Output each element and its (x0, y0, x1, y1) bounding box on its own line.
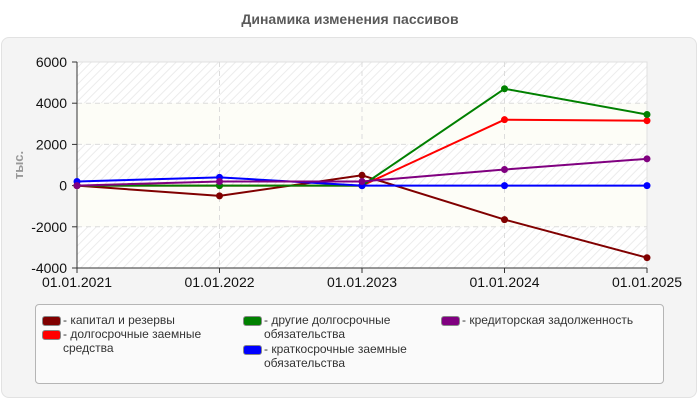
y-tick-label: 2000 (36, 136, 67, 152)
y-axis-label: тыс. (11, 151, 26, 179)
data-point[interactable] (216, 192, 223, 200)
data-point[interactable] (358, 171, 366, 179)
legend-swatch (243, 316, 262, 326)
legend-swatch (42, 316, 61, 326)
x-tick-label: 01.01.2023 (327, 274, 397, 290)
data-point[interactable] (501, 85, 508, 93)
data-point[interactable] (216, 177, 223, 185)
data-point[interactable] (501, 216, 508, 224)
y-tick-label: 4000 (36, 95, 67, 111)
series-line (73, 155, 651, 190)
x-tick-label: 01.01.2024 (469, 274, 539, 290)
axes (72, 61, 648, 273)
y-tick-label: -2000 (31, 219, 67, 235)
legend-item-capital[interactable]: - капитал и резервы (42, 313, 175, 327)
legend: - капитал и резервы - долгосрочные заемн… (35, 304, 664, 384)
chart-title: Динамика изменения пассивов (241, 11, 459, 27)
legend-label: - краткосрочные заемные обязательства (264, 342, 407, 370)
data-point[interactable] (501, 116, 508, 124)
legend-label: - другие долгосрочные обязательства (264, 313, 391, 341)
x-tick-label: 01.01.2025 (612, 274, 682, 290)
series-line (73, 173, 651, 190)
legend-swatch (42, 330, 61, 340)
legend-label: - кредиторская задолженность (462, 313, 634, 327)
data-point[interactable] (643, 117, 651, 125)
y-tick-label: 0 (59, 178, 67, 194)
series-lines (73, 85, 651, 262)
legend-item-short-term-loans[interactable]: - краткосрочные заемные обязательства (243, 342, 407, 370)
legend-item-long-term-loans[interactable]: - долгосрочные заемные средства (42, 327, 201, 355)
legend-item-other-long-term[interactable]: - другие долгосрочные обязательства (243, 313, 390, 341)
data-point[interactable] (643, 111, 651, 119)
x-tick-label: 01.01.2021 (42, 274, 112, 290)
data-point[interactable] (501, 166, 508, 174)
y-tick-label: -4000 (31, 260, 67, 276)
legend-swatch (441, 316, 460, 326)
x-tick-label: 01.01.2022 (184, 274, 254, 290)
legend-swatch (243, 345, 262, 355)
data-point[interactable] (643, 254, 651, 262)
legend-item-payables[interactable]: - кредиторская задолженность (441, 313, 633, 327)
data-point[interactable] (358, 177, 366, 185)
data-point[interactable] (73, 182, 81, 190)
legend-label: - капитал и резервы (63, 313, 175, 327)
data-point[interactable] (643, 155, 651, 163)
legend-label: - долгосрочные заемные средства (63, 327, 202, 355)
y-tick-label: 6000 (36, 54, 67, 70)
data-point[interactable] (501, 182, 508, 190)
data-point[interactable] (643, 182, 651, 190)
